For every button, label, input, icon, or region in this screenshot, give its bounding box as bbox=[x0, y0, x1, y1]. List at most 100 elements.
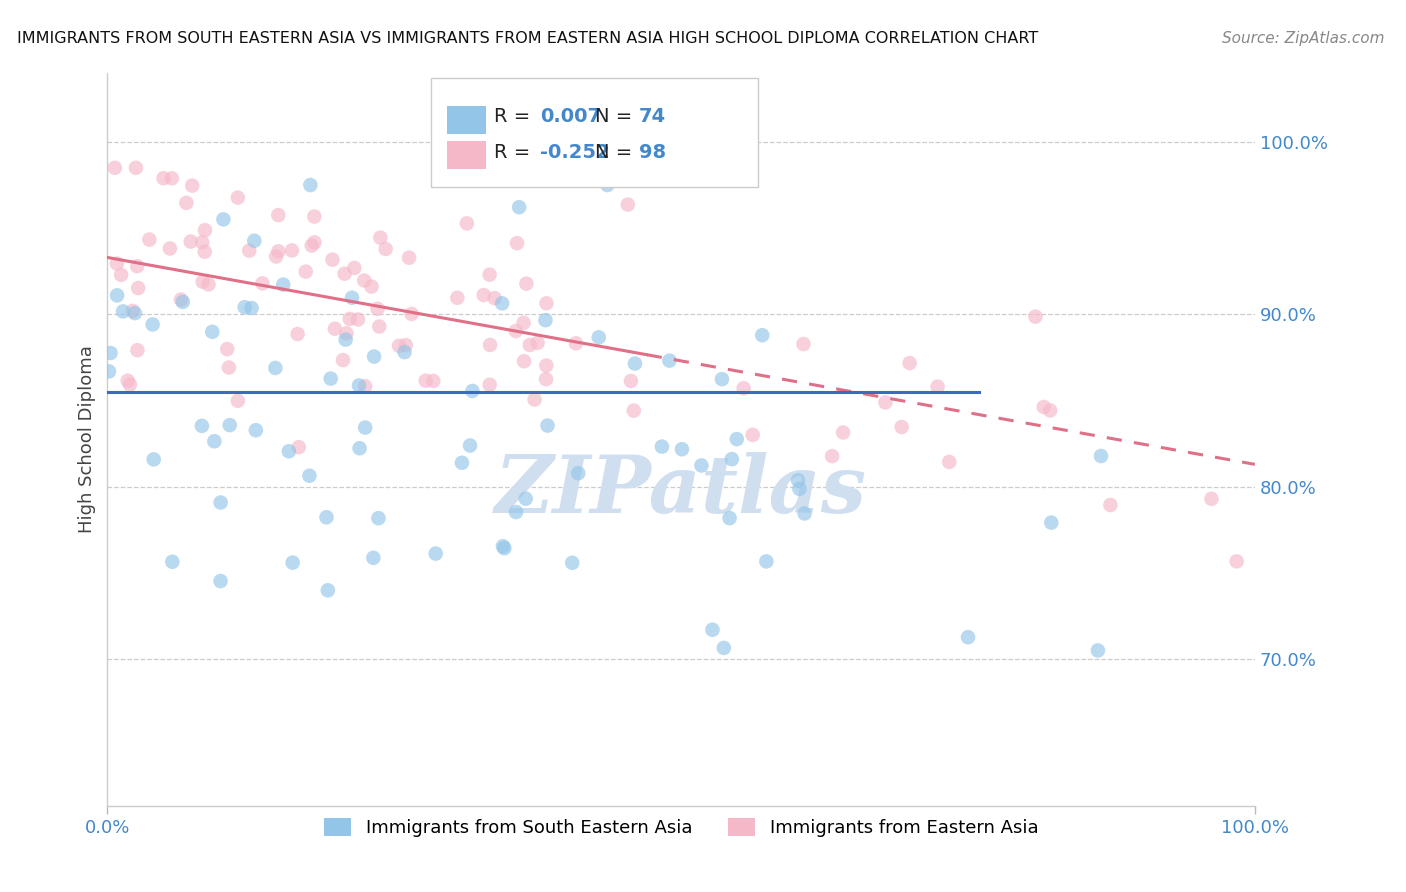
Point bbox=[124, 306, 146, 320]
Point bbox=[956, 630, 979, 644]
Point bbox=[271, 277, 294, 292]
Point bbox=[335, 326, 357, 341]
FancyBboxPatch shape bbox=[447, 106, 486, 134]
Point bbox=[725, 432, 748, 446]
Point bbox=[105, 288, 128, 302]
Point bbox=[294, 264, 316, 278]
Point bbox=[315, 510, 337, 524]
Point bbox=[508, 200, 530, 214]
Point bbox=[142, 318, 165, 332]
Point bbox=[367, 301, 389, 316]
Point bbox=[201, 325, 224, 339]
Point bbox=[890, 420, 912, 434]
Point bbox=[741, 427, 763, 442]
Point bbox=[789, 482, 811, 496]
Point bbox=[142, 452, 165, 467]
Point bbox=[138, 233, 160, 247]
Point bbox=[733, 381, 755, 395]
Point bbox=[252, 277, 274, 291]
Point bbox=[523, 392, 546, 407]
Point bbox=[398, 251, 420, 265]
Point bbox=[720, 452, 742, 467]
Point bbox=[176, 195, 198, 210]
Point bbox=[1099, 498, 1122, 512]
Point bbox=[332, 353, 354, 368]
Point bbox=[349, 442, 371, 456]
Point bbox=[472, 288, 495, 302]
Point bbox=[121, 304, 143, 318]
Point bbox=[112, 304, 135, 318]
Point bbox=[505, 324, 527, 338]
Point bbox=[1201, 491, 1223, 506]
Point bbox=[515, 277, 537, 291]
Point bbox=[624, 357, 647, 371]
Point bbox=[492, 539, 515, 553]
Point bbox=[787, 473, 810, 487]
Point bbox=[536, 359, 558, 373]
Point bbox=[321, 252, 343, 267]
Point bbox=[718, 511, 741, 525]
Point bbox=[651, 440, 673, 454]
Point bbox=[515, 491, 537, 506]
Point bbox=[658, 353, 681, 368]
Point bbox=[243, 234, 266, 248]
Text: Source: ZipAtlas.com: Source: ZipAtlas.com bbox=[1222, 31, 1385, 46]
Point bbox=[197, 277, 219, 292]
Point bbox=[264, 250, 287, 264]
Text: 0.007: 0.007 bbox=[540, 107, 600, 127]
Point bbox=[588, 330, 610, 344]
Point bbox=[751, 328, 773, 343]
Point bbox=[425, 547, 447, 561]
Point bbox=[281, 244, 304, 258]
Text: N =: N = bbox=[595, 107, 638, 127]
Point bbox=[191, 275, 214, 289]
Point bbox=[194, 244, 217, 259]
Point bbox=[170, 293, 193, 307]
Point bbox=[370, 230, 392, 244]
Point bbox=[690, 458, 713, 473]
Point bbox=[513, 354, 536, 368]
Point bbox=[1226, 554, 1249, 568]
Point bbox=[240, 301, 263, 315]
FancyBboxPatch shape bbox=[447, 141, 486, 169]
Point bbox=[299, 178, 322, 192]
Point bbox=[245, 423, 267, 437]
Point bbox=[238, 244, 260, 258]
Point bbox=[202, 434, 225, 449]
Point bbox=[702, 623, 724, 637]
Point bbox=[127, 343, 149, 358]
Text: ZIPatlas: ZIPatlas bbox=[495, 452, 868, 529]
Text: R =: R = bbox=[494, 143, 537, 161]
Point bbox=[534, 313, 557, 327]
Point bbox=[927, 379, 949, 393]
Point bbox=[100, 346, 122, 360]
Text: 98: 98 bbox=[638, 143, 666, 161]
Point bbox=[1039, 403, 1062, 417]
Point bbox=[710, 372, 733, 386]
Point bbox=[118, 377, 141, 392]
Point bbox=[368, 319, 391, 334]
Point bbox=[534, 372, 557, 386]
Point bbox=[713, 640, 735, 655]
Point bbox=[347, 312, 370, 326]
Point bbox=[1024, 310, 1046, 324]
Point bbox=[267, 244, 290, 259]
Text: 74: 74 bbox=[638, 107, 666, 127]
Point bbox=[596, 178, 619, 192]
Point bbox=[506, 236, 529, 251]
Text: IMMIGRANTS FROM SOUTH EASTERN ASIA VS IMMIGRANTS FROM EASTERN ASIA HIGH SCHOOL D: IMMIGRANTS FROM SOUTH EASTERN ASIA VS IM… bbox=[17, 31, 1038, 46]
Point bbox=[339, 312, 361, 326]
Point bbox=[484, 291, 506, 305]
Point bbox=[898, 356, 921, 370]
Point bbox=[388, 339, 411, 353]
Point bbox=[617, 197, 640, 211]
Point bbox=[671, 442, 693, 457]
Point bbox=[159, 242, 181, 256]
Point bbox=[938, 455, 960, 469]
Point bbox=[105, 256, 128, 270]
Point bbox=[401, 307, 423, 321]
Point bbox=[127, 259, 149, 273]
Y-axis label: High School Diploma: High School Diploma bbox=[79, 345, 96, 533]
Point bbox=[353, 273, 375, 287]
Point bbox=[536, 418, 558, 433]
